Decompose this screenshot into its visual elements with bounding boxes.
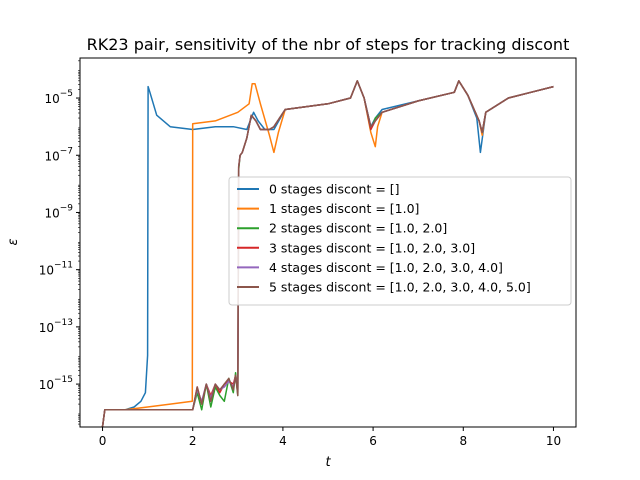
y-tick-base: 10 — [39, 321, 54, 335]
y-tick-exponent: −15 — [54, 375, 73, 385]
x-axis: 0 2 4 6 8 10 — [99, 427, 561, 448]
legend-label-3: 3 stages discont = [1.0, 2.0, 3.0] — [269, 240, 475, 255]
y-tick-exponent: −7 — [60, 146, 73, 156]
x-axis-label: t — [325, 455, 331, 470]
chart-title: RK23 pair, sensitivity of the nbr of ste… — [87, 35, 570, 54]
y-tick-base: 10 — [39, 264, 54, 278]
x-tick-label: 0 — [99, 434, 107, 448]
x-tick-label: 2 — [189, 434, 197, 448]
y-tick-label: 10−11 — [39, 261, 73, 278]
legend-label-1: 1 stages discont = [1.0] — [269, 201, 419, 216]
y-tick-exponent: −13 — [54, 318, 73, 328]
y-tick-label: 10−7 — [44, 146, 73, 163]
y-tick-exponent: −5 — [60, 89, 73, 99]
legend-label-2: 2 stages discont = [1.0, 2.0] — [269, 221, 447, 236]
x-tick-label: 4 — [279, 434, 287, 448]
x-tick-label: 8 — [459, 434, 467, 448]
legend-label-4: 4 stages discont = [1.0, 2.0, 3.0, 4.0] — [269, 260, 503, 275]
y-axis-label: ε — [6, 238, 21, 245]
y-tick-exponent: −11 — [54, 261, 73, 271]
series-layer — [101, 80, 554, 427]
series-line-5 — [101, 80, 554, 427]
legend-box — [228, 176, 572, 306]
legend-label-5: 5 stages discont = [1.0, 2.0, 3.0, 4.0, … — [269, 280, 531, 295]
legend: 0 stages discont = [] 1 stages discont = … — [228, 176, 572, 306]
y-tick-base: 10 — [44, 206, 59, 220]
x-tick-label: 10 — [546, 434, 561, 448]
y-tick-exponent: −9 — [60, 203, 74, 213]
y-tick-label: 10−9 — [44, 203, 73, 220]
x-tick-label: 6 — [369, 434, 377, 448]
y-tick-label: 10−15 — [39, 375, 73, 392]
legend-label-0: 0 stages discont = [] — [269, 182, 400, 197]
y-tick-base: 10 — [44, 149, 59, 163]
y-tick-base: 10 — [44, 92, 59, 106]
y-tick-base: 10 — [39, 378, 54, 392]
y-tick-label: 10−5 — [44, 89, 73, 106]
y-tick-label: 10−13 — [39, 318, 73, 335]
